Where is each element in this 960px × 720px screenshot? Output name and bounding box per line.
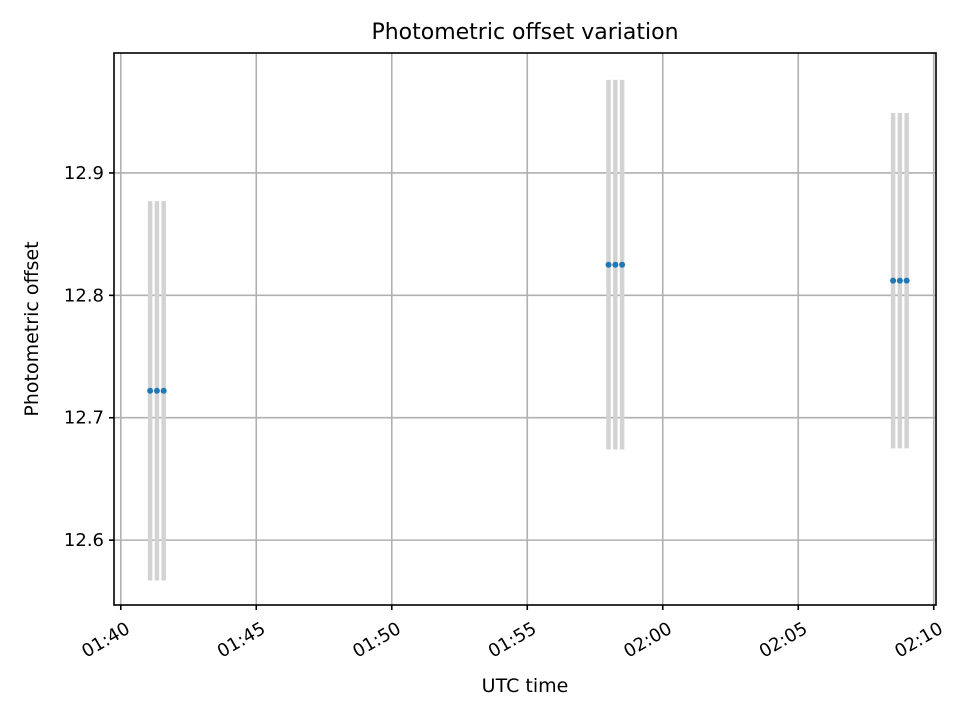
data-point [147,387,154,394]
plot-frame [113,52,937,606]
data-point [619,261,626,268]
y-axis: 12.6 12.7 12.8 12.9 [64,163,114,551]
data-point [890,277,897,284]
y-axis-label: Photometric offset [21,241,43,416]
data-point [160,387,167,394]
grid [114,53,936,605]
x-axis-label: UTC time [482,675,569,697]
x-tick-label: 02:10 [891,618,946,662]
y-tick-label: 12.6 [64,530,104,551]
x-tick-label: 01:50 [349,618,404,662]
x-tick-label: 01:55 [485,618,540,662]
data-point [605,261,612,268]
data-point [903,277,910,284]
y-tick-label: 12.9 [64,163,104,184]
x-tick-label: 01:45 [214,618,269,662]
chart-title: Photometric offset variation [371,20,678,45]
data-points [147,261,910,394]
x-tick-label: 02:00 [620,618,675,662]
x-tick-label: 01:40 [78,618,133,662]
y-tick-label: 12.8 [64,285,104,306]
data-point [896,277,903,284]
x-axis: 01:40 01:45 01:50 01:55 02:00 02:05 02:10 [78,605,947,662]
y-tick-label: 12.7 [64,408,104,429]
error-bars [147,79,909,581]
x-tick-label: 02:05 [756,618,811,662]
data-point [153,387,160,394]
data-point [612,261,619,268]
